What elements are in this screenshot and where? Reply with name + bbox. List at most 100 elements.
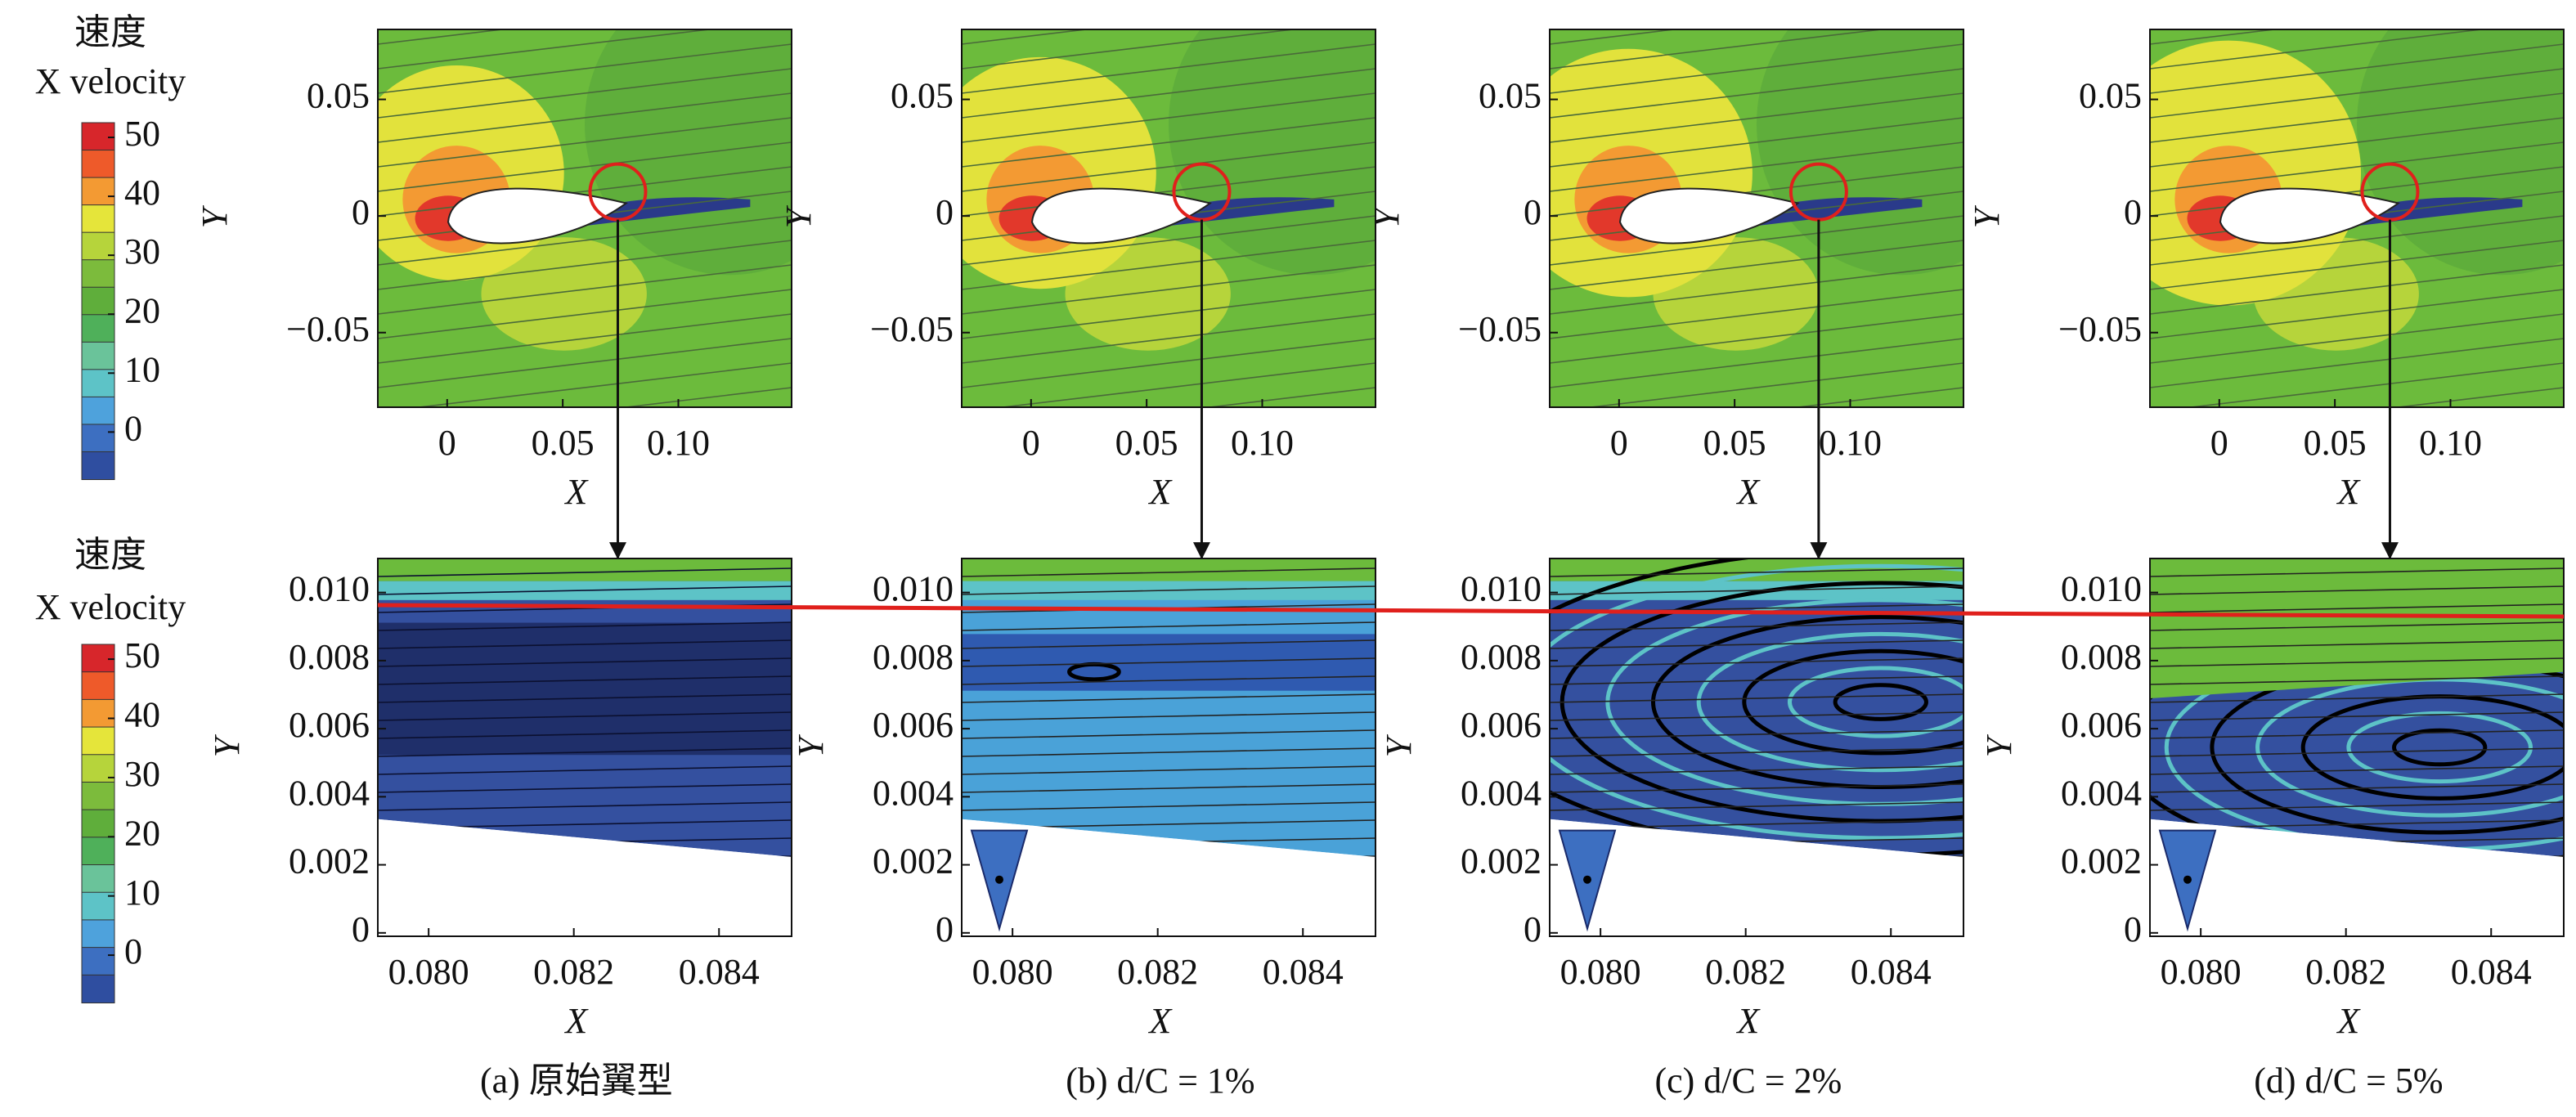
streamline <box>962 621 1376 631</box>
y-tick-label: 0.008 <box>873 637 954 677</box>
streamline <box>378 765 792 775</box>
streamline <box>378 117 792 168</box>
streamline <box>962 567 1376 577</box>
streamline <box>1550 747 1963 757</box>
x-tick-label: 0.05 <box>1703 423 1766 463</box>
streamline <box>962 801 1376 811</box>
caption: (b) d/C = 1% <box>1066 1061 1254 1101</box>
streamline <box>378 141 792 192</box>
streamline <box>378 166 792 217</box>
colorbar-title: 速度 <box>74 12 146 52</box>
streamline <box>962 514 1376 523</box>
inset-dot <box>995 875 1003 884</box>
y-tick-label: 0.002 <box>2061 841 2142 881</box>
y-tick-label: 0.010 <box>1461 569 1542 609</box>
x-tick-label: 0.10 <box>647 423 710 463</box>
streamline <box>378 567 792 577</box>
vortex-ring <box>1651 615 1963 789</box>
streamline <box>1550 693 1963 703</box>
x-axis-label: X <box>1147 1001 1173 1041</box>
y-axis-label: Y <box>195 204 235 228</box>
x-tick-label: 0.080 <box>388 952 469 992</box>
streamline <box>2150 29 2487 70</box>
streamline <box>1550 729 1963 739</box>
frame <box>2149 29 2565 408</box>
y-tick-label: 0.004 <box>2061 773 2142 813</box>
streamline <box>962 585 1376 595</box>
y-tick-label: 0.05 <box>1479 76 1542 116</box>
caption: (c) d/C = 2% <box>1654 1061 1842 1101</box>
x-axis-label: X <box>1147 472 1173 512</box>
streamline <box>1550 532 1963 541</box>
streamline <box>2150 729 2564 739</box>
streamline <box>1550 68 1963 119</box>
streamline <box>2150 532 2564 541</box>
field <box>378 622 792 756</box>
streamline <box>962 141 1376 192</box>
colorbar-band <box>81 974 115 1004</box>
streamline <box>962 765 1376 775</box>
streamline <box>962 510 1376 559</box>
streamline <box>962 92 1376 143</box>
colorbar-tick-label: 20 <box>124 813 160 853</box>
colorbar-tick-label: 50 <box>124 114 160 154</box>
y-tick-label: 0.010 <box>873 569 954 609</box>
colorbar-band <box>81 314 115 343</box>
streamline <box>962 729 1376 739</box>
y-tick-label: 0.006 <box>873 705 954 745</box>
streamline <box>2150 765 2564 775</box>
x-tick-label: 0.05 <box>532 423 595 463</box>
colorbar-tick-label: 50 <box>124 635 160 675</box>
streamline <box>2150 289 2564 339</box>
streamline <box>962 29 1092 45</box>
streamline <box>378 621 792 631</box>
x-tick-label: 0.080 <box>1560 952 1641 992</box>
y-tick-label: 0 <box>2124 192 2142 232</box>
colorbar-band <box>81 837 115 866</box>
streamline <box>2150 313 2564 364</box>
streamline <box>378 43 792 94</box>
colorbar-tick-label: 20 <box>124 290 160 330</box>
x-tick-label: 0 <box>1610 423 1628 463</box>
x-tick-label: 0.084 <box>2451 952 2532 992</box>
streamline <box>962 166 1376 217</box>
streamline <box>962 313 1376 364</box>
x-tick-label: 0.084 <box>1851 952 1932 992</box>
colorbar-subtitle: X velocity <box>35 587 186 627</box>
streamline <box>1550 657 1963 667</box>
streamline <box>2150 585 2564 595</box>
vortex-ring <box>2346 711 2533 784</box>
streamline <box>962 747 1376 757</box>
y-axis-label: Y <box>791 733 831 757</box>
streamline <box>962 43 1376 94</box>
streamline <box>2150 1108 2564 1116</box>
y-tick-label: 0.006 <box>1461 705 1542 745</box>
panel <box>378 532 792 1116</box>
y-tick-label: 0.008 <box>1461 637 1542 677</box>
streamline <box>378 1108 792 1116</box>
streamline <box>378 0 792 20</box>
x-axis-label: X <box>2336 1001 2361 1041</box>
y-tick-label: 0.05 <box>307 76 370 116</box>
streamline <box>2150 0 2564 20</box>
streamline <box>962 657 1376 667</box>
streamline <box>378 68 792 119</box>
streamline <box>2150 166 2564 217</box>
y-tick-label: 0.002 <box>873 841 954 881</box>
vortex-ring <box>1550 563 1963 841</box>
streamline <box>378 264 792 315</box>
y-axis-label: Y <box>779 204 819 228</box>
panel <box>2150 0 2564 407</box>
streamline <box>1550 117 1963 168</box>
streamline <box>1204 387 1376 407</box>
streamline <box>378 783 792 793</box>
streamline <box>962 0 1376 20</box>
colorbar-band <box>81 809 115 838</box>
streamline <box>2150 603 2564 613</box>
streamline <box>378 675 792 685</box>
streamline <box>1550 801 1963 811</box>
streamline <box>378 532 792 541</box>
y-tick-label: 0.002 <box>289 841 370 881</box>
streamline <box>378 693 792 703</box>
